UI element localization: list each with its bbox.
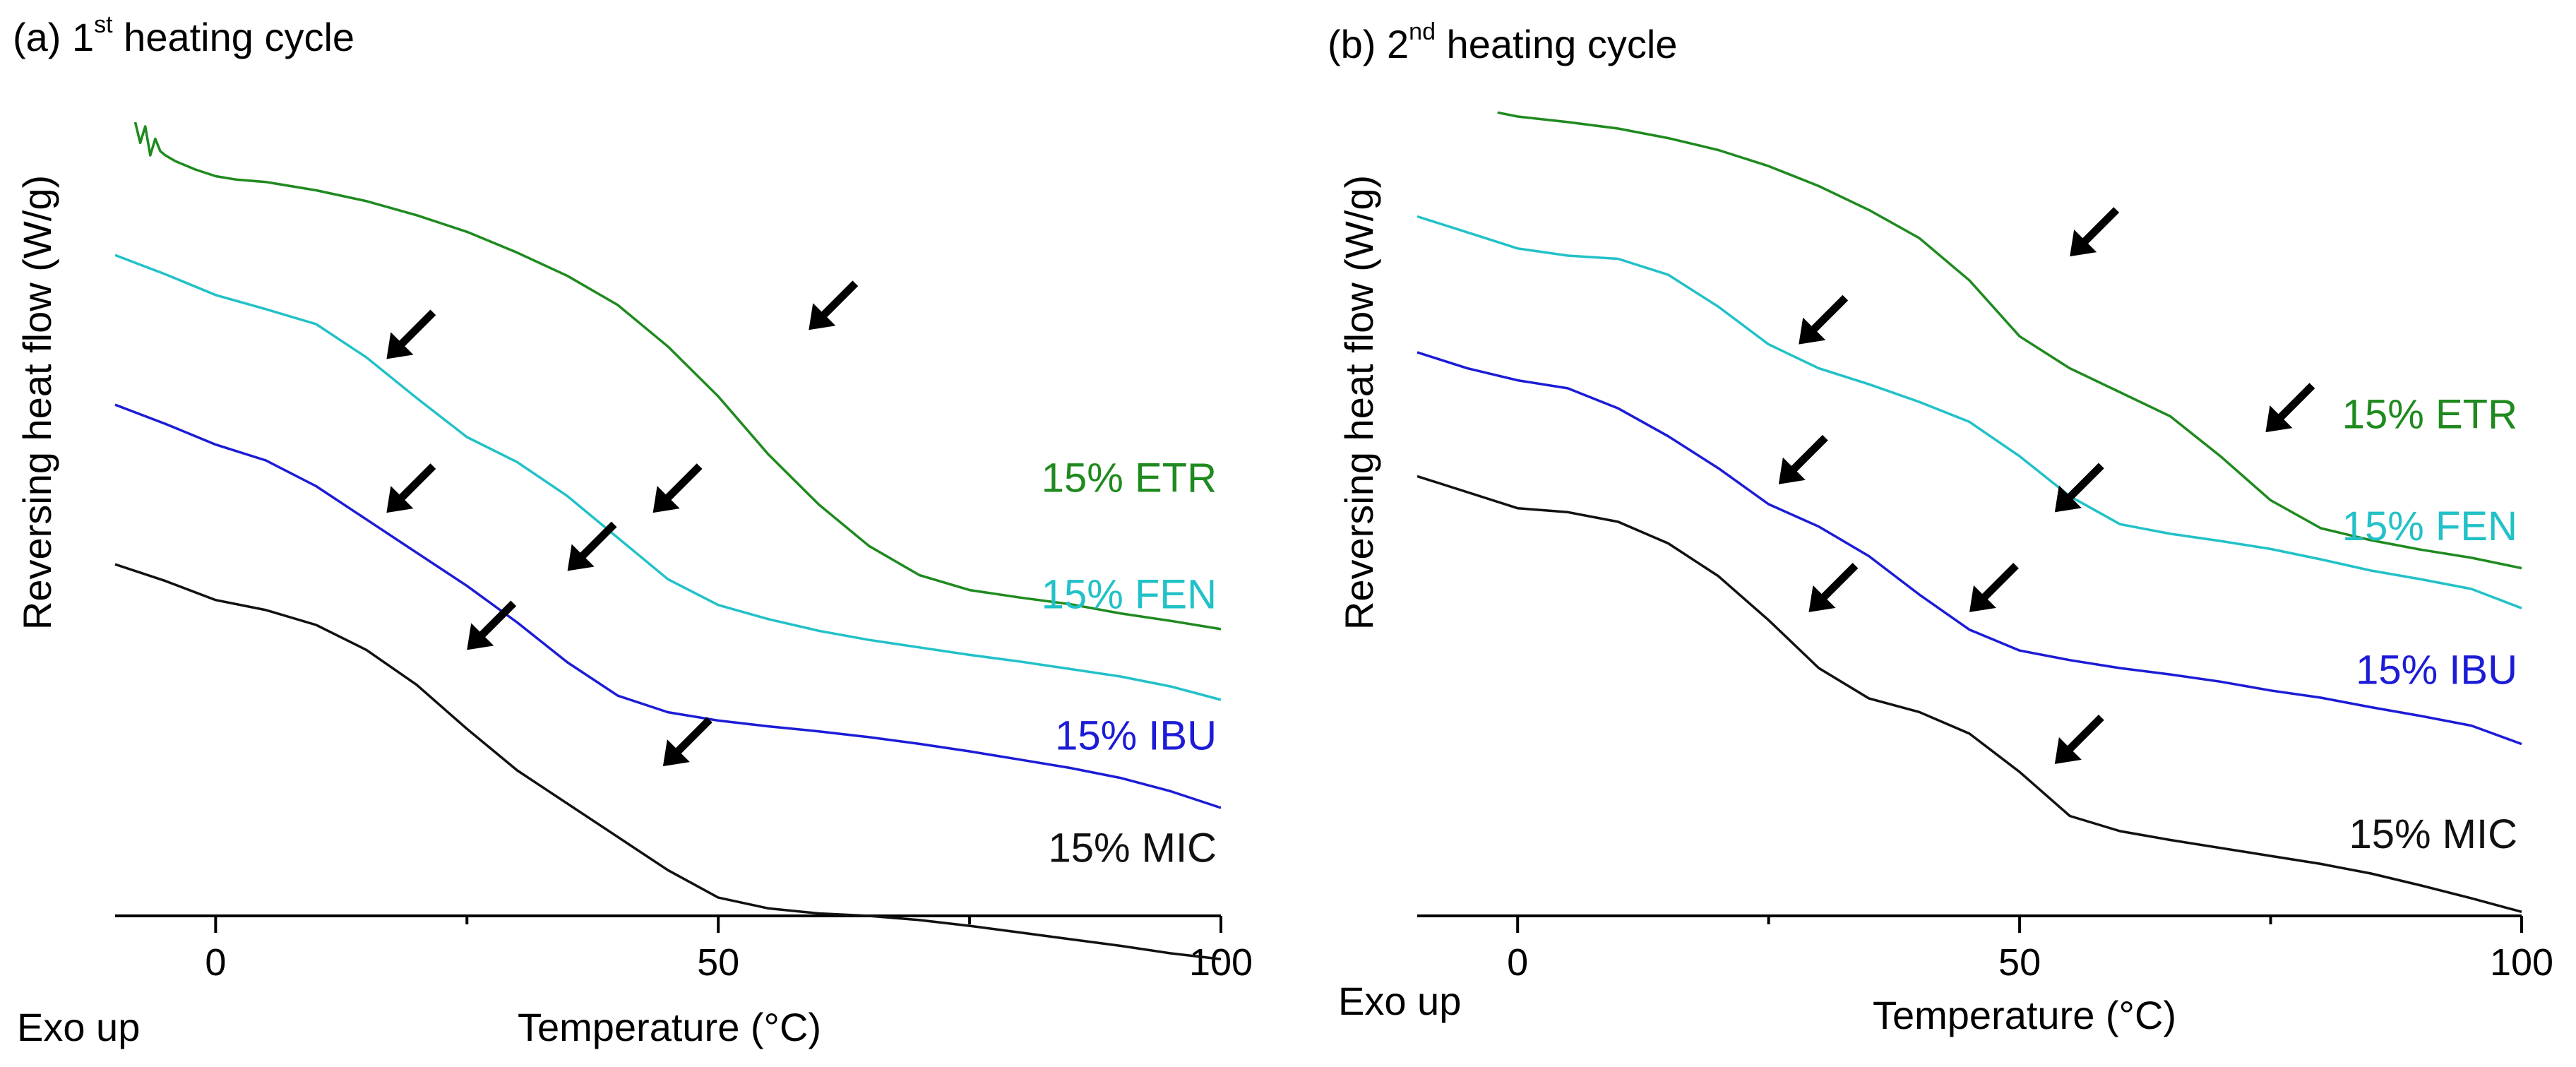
series-line-etr-a (133, 121, 1222, 631)
arrow-icon-a-3 (386, 463, 436, 513)
series-label-ibu-b: 15% IBU (2356, 648, 2517, 693)
series-label-etr-a: 15% ETR (1042, 455, 1217, 501)
series-label-etr-b: 15% ETR (2342, 391, 2517, 437)
arrow-icon-b-3 (1778, 434, 1828, 484)
panel-a-ylabel: Reversing heat flow (W/g) (15, 175, 59, 630)
arrow-icon-a-1 (652, 463, 703, 513)
series-label-mic-a: 15% MIC (1048, 825, 1217, 871)
series-line-ibu-b (1417, 351, 2522, 746)
x-tick-label-b-0: 0 (1507, 941, 1528, 984)
panel-a-xlabel: Temperature (°C) (518, 1005, 821, 1049)
arrow-icon-b-1 (2070, 207, 2120, 257)
x-tick-label-b-1: 50 (1998, 941, 2041, 984)
x-tick-label-a-0: 0 (205, 941, 226, 984)
panel-b-ylabel: Reversing heat flow (W/g) (1337, 175, 1381, 630)
panel-a: (a) 1st heating cycle Reversing heat flo… (13, 11, 1253, 1049)
arrow-icon-a-2 (809, 280, 859, 330)
arrow-icon-a-0 (386, 309, 436, 359)
panel-b-exo-label: Exo up (1338, 979, 1461, 1023)
series-label-mic-b: 15% MIC (2349, 811, 2517, 857)
arrow-icon-a-4 (567, 521, 617, 571)
panel-a-plot: 0 50 100 15% ETR 15% FEN 15% IBU 15% MIC (114, 121, 1253, 984)
arrow-icon-b-5 (1808, 562, 1859, 612)
arrow-icon-b-2 (2265, 383, 2315, 433)
x-tick-label-b-2: 100 (2490, 941, 2553, 984)
panel-b-xlabel: Temperature (°C) (1873, 993, 2176, 1037)
series-label-fen-b: 15% FEN (2342, 503, 2517, 549)
arrow-icon-a-5 (467, 600, 517, 650)
series-label-ibu-a: 15% IBU (1055, 713, 1217, 759)
panel-b: (b) 2nd heating cycle Reversing heat flo… (1328, 18, 2553, 1037)
arrow-icon-b-6 (1969, 562, 2019, 612)
arrow-icon-a-6 (662, 717, 712, 767)
arrow-icon-b-4 (2054, 463, 2104, 513)
series-line-mic-a (114, 563, 1222, 960)
panel-a-title: (a) 1st heating cycle (13, 11, 354, 59)
series-line-fen-a (114, 254, 1222, 701)
arrow-icon-b-0 (1799, 294, 1849, 345)
arrow-icon-b-7 (2054, 715, 2104, 764)
panel-a-exo-label: Exo up (17, 1005, 140, 1049)
series-label-fen-a: 15% FEN (1042, 572, 1217, 618)
panel-b-plot: 0 50 100 15% ETR 15% FEN 15% IBU 15% MIC (1417, 111, 2553, 984)
panel-b-title: (b) 2nd heating cycle (1328, 18, 1677, 66)
x-tick-label-a-1: 50 (697, 941, 739, 984)
series-line-fen-b (1417, 215, 2522, 609)
series-line-etr-b (1497, 111, 2522, 570)
x-tick-label-a-2: 100 (1189, 941, 1253, 984)
series-line-mic-b (1417, 475, 2522, 913)
series-line-ibu-a (114, 403, 1222, 809)
